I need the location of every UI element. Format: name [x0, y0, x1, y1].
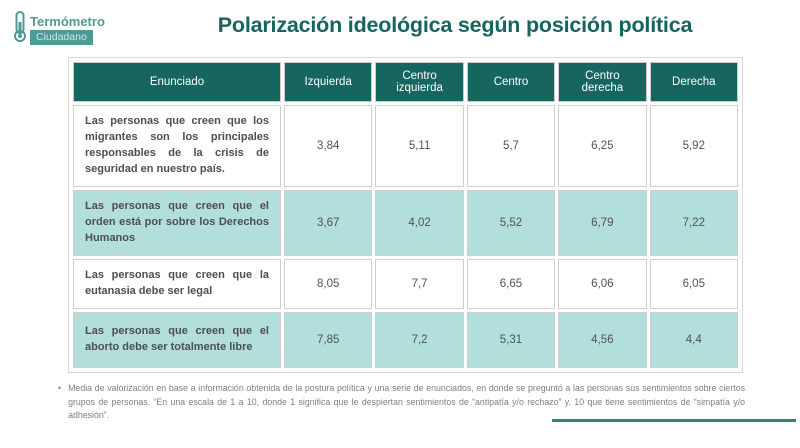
table-row: Las personas que creen que los migrantes… [73, 105, 738, 187]
value-cell: 5,31 [466, 311, 556, 368]
accent-line [552, 419, 796, 422]
footnote-text: Media de valorización en base a informac… [68, 383, 745, 421]
value-cell: 6,79 [558, 189, 647, 256]
footnote-bullet: • [58, 383, 62, 393]
value-cell: 5,92 [649, 105, 738, 187]
value-cell: 3,84 [284, 105, 373, 187]
table-row: Las personas que creen que el aborto deb… [73, 311, 738, 368]
value-cell: 6,06 [558, 258, 647, 309]
value-cell: 7,22 [649, 189, 738, 256]
col-header-izquierda: Izquierda [284, 62, 373, 102]
value-cell: 5,52 [466, 189, 556, 256]
value-cell: 7,85 [284, 311, 373, 368]
value-cell: 3,67 [284, 189, 373, 256]
col-header-centro-izquierda: Centro izquierda [375, 62, 464, 102]
value-cell: 7,2 [375, 311, 464, 368]
value-cell: 4,02 [375, 189, 464, 256]
col-header-enunciado: Enunciado [73, 62, 281, 102]
statement-cell: Las personas que creen que el orden está… [73, 189, 281, 256]
statement-cell: Las personas que creen que el aborto deb… [73, 311, 281, 368]
col-header-derecha: Derecha [649, 62, 738, 102]
value-cell: 7,7 [375, 258, 464, 309]
statement-cell: Las personas que creen que la eutanasia … [73, 258, 281, 309]
page-title: Polarización ideológica según posición p… [217, 13, 693, 37]
value-cell: 6,25 [558, 105, 647, 187]
table-header-row: Enunciado Izquierda Centro izquierda Cen… [73, 62, 738, 102]
col-header-centro-derecha: Centro derecha [558, 62, 647, 102]
logo: Termómetro Ciudadano [12, 10, 105, 49]
logo-subtitle-badge: Ciudadano [30, 30, 93, 45]
value-cell: 5,11 [375, 105, 464, 187]
value-cell: 6,05 [649, 258, 738, 309]
polarization-table: Enunciado Izquierda Centro izquierda Cen… [70, 59, 741, 371]
value-cell: 5,7 [466, 105, 556, 187]
value-cell: 4,56 [558, 311, 647, 368]
statement-cell: Las personas que creen que los migrantes… [73, 105, 281, 187]
value-cell: 4,4 [649, 311, 738, 368]
table-row: Las personas que creen que el orden está… [73, 189, 738, 256]
footnote: • Media de valorización en base a inform… [58, 382, 745, 423]
value-cell: 6,65 [466, 258, 556, 309]
col-header-centro: Centro [466, 62, 556, 102]
thermometer-icon [12, 10, 28, 49]
value-cell: 8,05 [284, 258, 373, 309]
logo-title: Termómetro [30, 14, 105, 29]
polarization-table-container: Enunciado Izquierda Centro izquierda Cen… [68, 57, 743, 373]
table-row: Las personas que creen que la eutanasia … [73, 258, 738, 309]
